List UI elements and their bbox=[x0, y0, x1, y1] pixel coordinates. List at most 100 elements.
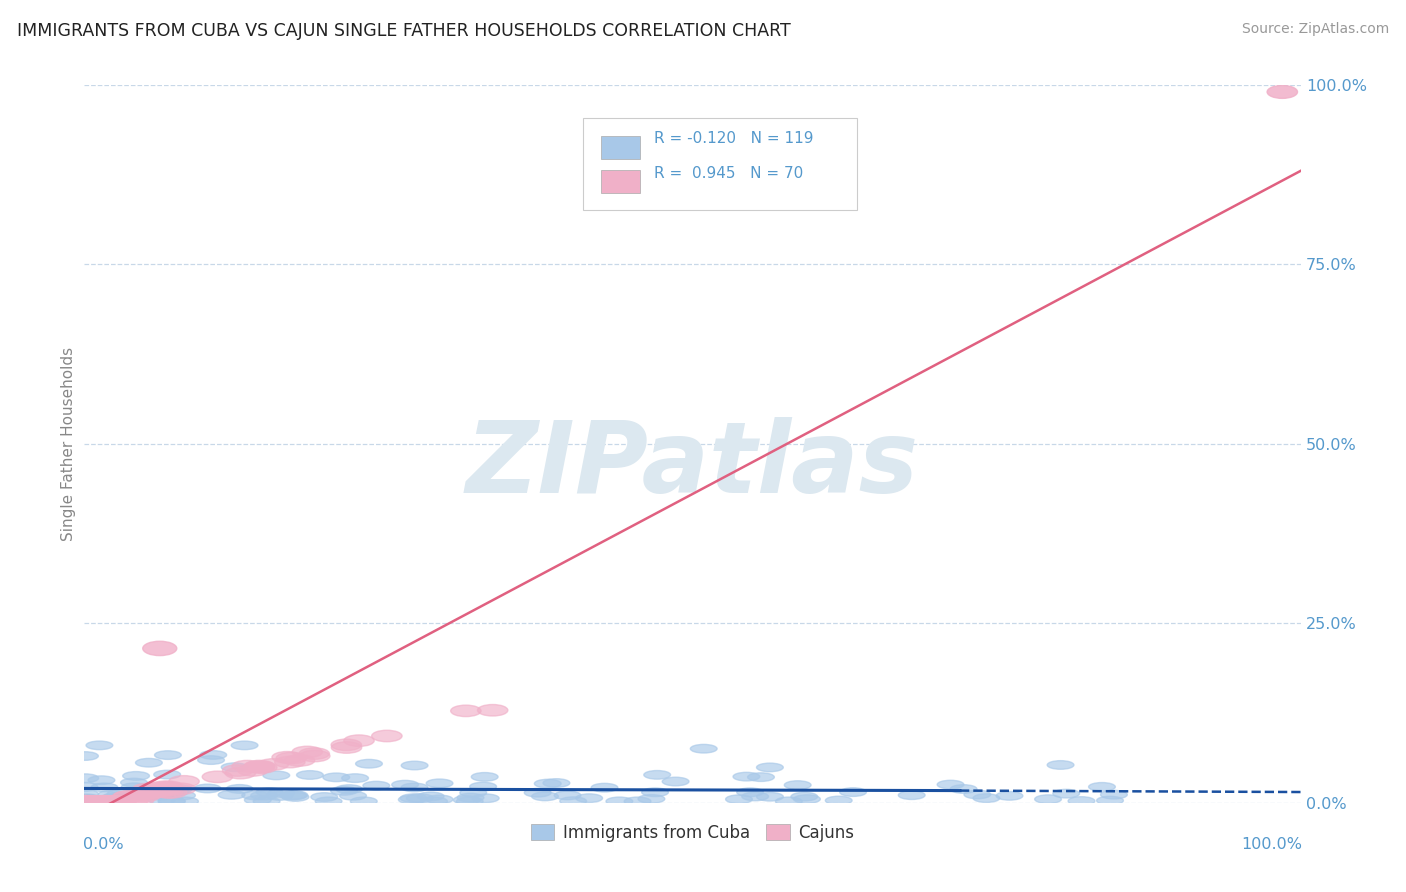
Ellipse shape bbox=[76, 796, 105, 807]
Text: IMMIGRANTS FROM CUBA VS CAJUN SINGLE FATHER HOUSEHOLDS CORRELATION CHART: IMMIGRANTS FROM CUBA VS CAJUN SINGLE FAT… bbox=[17, 22, 790, 40]
Ellipse shape bbox=[560, 797, 586, 805]
Ellipse shape bbox=[259, 759, 288, 770]
Ellipse shape bbox=[280, 791, 307, 800]
Ellipse shape bbox=[644, 771, 671, 779]
Ellipse shape bbox=[342, 774, 368, 782]
FancyBboxPatch shape bbox=[583, 119, 856, 211]
Ellipse shape bbox=[554, 791, 581, 800]
Ellipse shape bbox=[96, 796, 127, 807]
Ellipse shape bbox=[91, 783, 118, 792]
Ellipse shape bbox=[72, 796, 98, 804]
Ellipse shape bbox=[283, 793, 309, 801]
Ellipse shape bbox=[89, 796, 120, 807]
Ellipse shape bbox=[114, 790, 143, 802]
Ellipse shape bbox=[256, 788, 283, 797]
Ellipse shape bbox=[72, 774, 98, 782]
Ellipse shape bbox=[336, 785, 363, 793]
Ellipse shape bbox=[792, 792, 818, 801]
Ellipse shape bbox=[344, 735, 374, 747]
Ellipse shape bbox=[330, 739, 361, 750]
Ellipse shape bbox=[292, 747, 322, 757]
Ellipse shape bbox=[75, 795, 101, 804]
Ellipse shape bbox=[72, 782, 98, 791]
Ellipse shape bbox=[166, 785, 193, 793]
Text: R = -0.120   N = 119: R = -0.120 N = 119 bbox=[654, 131, 813, 146]
Ellipse shape bbox=[332, 742, 361, 753]
Ellipse shape bbox=[141, 782, 172, 794]
Ellipse shape bbox=[98, 790, 125, 799]
Ellipse shape bbox=[742, 792, 769, 801]
Ellipse shape bbox=[202, 771, 232, 782]
Ellipse shape bbox=[121, 783, 148, 791]
Ellipse shape bbox=[418, 792, 444, 801]
Ellipse shape bbox=[606, 797, 633, 805]
Ellipse shape bbox=[72, 752, 98, 760]
Ellipse shape bbox=[157, 797, 184, 805]
Ellipse shape bbox=[1267, 86, 1298, 98]
Ellipse shape bbox=[299, 747, 329, 759]
Ellipse shape bbox=[690, 745, 717, 753]
Ellipse shape bbox=[172, 797, 198, 805]
Ellipse shape bbox=[90, 796, 120, 807]
Ellipse shape bbox=[401, 761, 427, 770]
Ellipse shape bbox=[104, 796, 135, 807]
Ellipse shape bbox=[107, 795, 136, 806]
Ellipse shape bbox=[950, 785, 977, 793]
Ellipse shape bbox=[470, 782, 496, 791]
Ellipse shape bbox=[89, 776, 115, 784]
Ellipse shape bbox=[776, 797, 803, 805]
Ellipse shape bbox=[72, 796, 101, 807]
Ellipse shape bbox=[662, 777, 689, 786]
Ellipse shape bbox=[1047, 761, 1074, 769]
Text: ZIPatlas: ZIPatlas bbox=[465, 417, 920, 514]
Ellipse shape bbox=[297, 771, 323, 780]
Ellipse shape bbox=[898, 791, 925, 799]
Ellipse shape bbox=[457, 797, 484, 805]
Ellipse shape bbox=[1053, 789, 1080, 798]
Ellipse shape bbox=[146, 791, 173, 800]
Ellipse shape bbox=[79, 796, 110, 807]
Ellipse shape bbox=[624, 797, 651, 805]
Ellipse shape bbox=[117, 796, 148, 807]
Ellipse shape bbox=[153, 770, 180, 779]
Ellipse shape bbox=[89, 796, 120, 807]
Ellipse shape bbox=[143, 641, 177, 656]
Ellipse shape bbox=[121, 778, 148, 787]
Ellipse shape bbox=[75, 796, 105, 807]
Ellipse shape bbox=[1097, 797, 1123, 805]
Ellipse shape bbox=[232, 760, 263, 772]
Ellipse shape bbox=[276, 752, 307, 764]
Text: Source: ZipAtlas.com: Source: ZipAtlas.com bbox=[1241, 22, 1389, 37]
Ellipse shape bbox=[155, 751, 181, 759]
Ellipse shape bbox=[793, 795, 820, 804]
Ellipse shape bbox=[371, 731, 402, 742]
Ellipse shape bbox=[69, 796, 100, 807]
Ellipse shape bbox=[638, 795, 665, 803]
Ellipse shape bbox=[200, 751, 226, 759]
Ellipse shape bbox=[938, 780, 965, 789]
Ellipse shape bbox=[127, 789, 156, 800]
Ellipse shape bbox=[725, 795, 752, 804]
Ellipse shape bbox=[737, 788, 763, 797]
Legend: Immigrants from Cuba, Cajuns: Immigrants from Cuba, Cajuns bbox=[524, 817, 860, 848]
Ellipse shape bbox=[72, 796, 103, 807]
Ellipse shape bbox=[138, 787, 169, 797]
Ellipse shape bbox=[401, 783, 427, 792]
Ellipse shape bbox=[356, 759, 382, 768]
Ellipse shape bbox=[330, 787, 357, 795]
Ellipse shape bbox=[103, 796, 134, 807]
Ellipse shape bbox=[129, 787, 159, 798]
Ellipse shape bbox=[839, 788, 866, 797]
Ellipse shape bbox=[122, 772, 149, 780]
Ellipse shape bbox=[1069, 797, 1095, 805]
Ellipse shape bbox=[104, 793, 131, 802]
Ellipse shape bbox=[83, 796, 112, 807]
Text: 0.0%: 0.0% bbox=[83, 838, 124, 852]
Ellipse shape bbox=[406, 794, 433, 803]
Text: 100.0%: 100.0% bbox=[1240, 838, 1302, 852]
Ellipse shape bbox=[420, 797, 447, 805]
Ellipse shape bbox=[576, 794, 603, 803]
Ellipse shape bbox=[453, 796, 481, 805]
Ellipse shape bbox=[89, 796, 120, 807]
Ellipse shape bbox=[103, 792, 129, 801]
